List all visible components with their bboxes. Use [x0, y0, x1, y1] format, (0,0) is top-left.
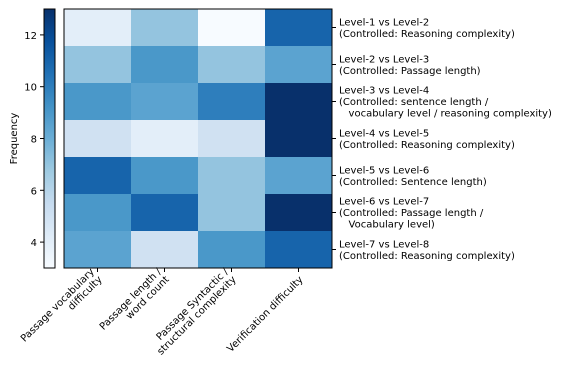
- heatmap-cell: [198, 194, 266, 232]
- x-tick-label: Verification difficulty: [225, 274, 305, 354]
- heatmap-cell: [198, 9, 266, 47]
- y-tick-label: Level-1 vs Level-2 (Controlled: Reasoning…: [339, 17, 515, 40]
- heatmap-cell: [131, 9, 199, 47]
- colorbar-tick-label: 6: [31, 186, 37, 197]
- heatmap-cell: [265, 120, 333, 158]
- heatmap-cell: [198, 83, 266, 121]
- y-tick-label: Level-3 vs Level-4 (Controlled: sentence …: [339, 86, 552, 120]
- heatmap-cell: [265, 157, 333, 195]
- heatmap-cell: [265, 194, 333, 232]
- heatmap-cell: [64, 231, 132, 269]
- heatmap-cell: [265, 46, 333, 84]
- heatmap-cell: [64, 9, 132, 47]
- y-tick-label: Level-2 vs Level-3 (Controlled: Passage l…: [339, 54, 481, 77]
- colorbar: 4 6 8 10 12 Frequency: [9, 8, 56, 269]
- colorbar-label: Frequency: [9, 113, 20, 165]
- heatmap-cell: [265, 231, 333, 269]
- heatmap-cell: [64, 46, 132, 84]
- heatmap-cell: [131, 194, 199, 232]
- heatmap-cell: [131, 157, 199, 195]
- heatmap-cell: [131, 83, 199, 121]
- heatmap-cell: [265, 83, 333, 121]
- colorbar-gradient: [44, 9, 55, 268]
- colorbar-tick-label: 4: [31, 238, 37, 249]
- y-tick-label: Level-5 vs Level-6 (Controlled: Sentence …: [339, 165, 487, 188]
- x-tick-label: Passage vocabularydifficulty: [19, 267, 105, 353]
- y-tick-label: Level-4 vs Level-5 (Controlled: Reasoning…: [339, 128, 515, 151]
- colorbar-tick-label: 8: [31, 135, 37, 146]
- heatmap-cell: [198, 46, 266, 84]
- heatmap-grid: [63, 8, 333, 269]
- heatmap-cell: [64, 83, 132, 121]
- heatmap-cell: [131, 120, 199, 158]
- heatmap-cell: [198, 231, 266, 269]
- y-axis-labels: Level-1 vs Level-2 (Controlled: Reasoning…: [332, 17, 552, 262]
- heatmap-cell: [131, 46, 199, 84]
- colorbar-tick-label: 12: [24, 31, 37, 42]
- colorbar-tick-label: 10: [24, 83, 37, 94]
- heatmap-cell: [131, 231, 199, 269]
- heatmap-cell: [64, 194, 132, 232]
- heatmap-cell: [64, 157, 132, 195]
- heatmap-cell: [198, 120, 266, 158]
- y-tick-label: Level-7 vs Level-8 (Controlled: Reasoning…: [339, 239, 515, 262]
- y-tick-label: Level-6 vs Level-7 (Controlled: Passage l…: [339, 197, 484, 231]
- heatmap-cell: [64, 120, 132, 158]
- heatmap-cell: [265, 9, 333, 47]
- heatmap-cell: [198, 157, 266, 195]
